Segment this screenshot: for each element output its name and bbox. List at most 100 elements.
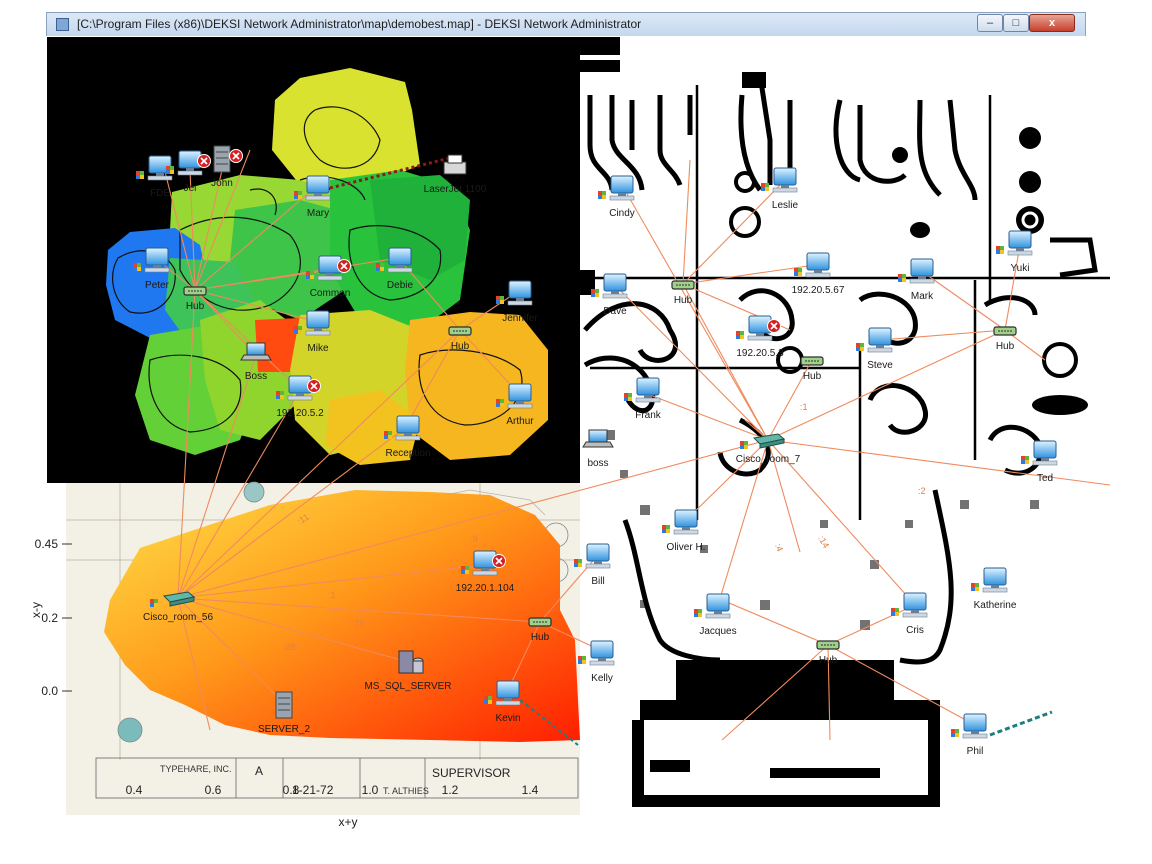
device-node[interactable]: Hub [183, 286, 207, 312]
link-rate: :28 [283, 642, 296, 652]
device-label: Hub [531, 632, 550, 643]
device-node[interactable]: Jacques [694, 593, 737, 637]
window-titlebar[interactable]: [C:\Program Files (x86)\DEKSI Network Ad… [46, 12, 1086, 36]
y-tick-label: 0.45 [35, 537, 59, 551]
computer-icon [376, 247, 413, 273]
minimize-button[interactable]: – [977, 14, 1003, 32]
device-node[interactable]: Debie [376, 247, 413, 291]
device-node[interactable]: Oliver H. [662, 509, 705, 553]
computer-icon [384, 415, 421, 441]
device-node[interactable]: Reception [384, 415, 431, 459]
dotted-link [329, 156, 451, 190]
x-tick-label: 1.2 [442, 783, 459, 797]
sheet-letter: A [255, 764, 263, 778]
device-node[interactable]: Jei [166, 150, 211, 194]
device-node[interactable]: Cisco_room_7 [736, 433, 801, 465]
device-label: Bill [591, 576, 604, 587]
close-button[interactable]: x [1029, 14, 1075, 32]
device-label: Hub [674, 295, 693, 306]
device-node[interactable]: Cisco_room_56 [143, 591, 213, 623]
device-node[interactable]: Steve [856, 327, 893, 371]
map-panel-bottom-left[interactable]: 0.45 0.2 0.0 x-y 0.4 0.6 0.8 1.0 1.2 1.4… [29, 481, 580, 829]
hub-icon [993, 326, 1017, 336]
link-rate: :9 [470, 534, 478, 544]
y-tick-label: 0.2 [41, 611, 58, 625]
device-node[interactable]: Cris [891, 592, 928, 636]
device-node[interactable]: Hub [816, 640, 840, 666]
device-label: Mark [911, 291, 934, 302]
device-node[interactable]: Common [306, 255, 351, 299]
error-icon [492, 554, 506, 568]
device-node[interactable]: Katherine [971, 567, 1017, 611]
device-node[interactable]: Leslie [761, 167, 799, 211]
hub-icon [816, 640, 840, 650]
x-tick-label: 1.0 [362, 783, 379, 797]
device-node[interactable]: FDE [136, 155, 173, 199]
device-node[interactable]: Peter [133, 247, 170, 291]
device-label: Cisco_room_56 [143, 612, 213, 623]
teal-dashed-link [519, 699, 579, 746]
device-node[interactable]: Hub [671, 280, 695, 306]
map-panel-right[interactable] [580, 55, 1110, 815]
device-node[interactable]: Mike [294, 310, 331, 354]
device-label: Kelly [591, 673, 613, 684]
device-node[interactable]: LaserJet 1100 [424, 154, 487, 195]
device-node[interactable]: 192.20.5.3 [736, 315, 784, 359]
device-node[interactable]: Kelly [578, 640, 615, 684]
device-node[interactable]: Hub [528, 617, 552, 643]
device-label: Hub [819, 655, 838, 666]
computer-icon [598, 175, 635, 201]
computer-icon [578, 640, 615, 666]
device-label: Hub [803, 371, 822, 382]
device-node[interactable]: Arthur [496, 383, 534, 427]
device-node[interactable]: Jennifer [496, 280, 538, 324]
device-node[interactable]: 192.20.1.104 [456, 550, 515, 594]
device-label: Cisco_room_7 [736, 454, 801, 465]
device-node[interactable]: Bill [574, 543, 611, 587]
device-node[interactable]: Phil [951, 713, 988, 757]
device-node[interactable]: SERVER_2 [258, 691, 311, 735]
server-icon [275, 691, 293, 719]
device-node[interactable]: Hub [800, 356, 824, 382]
device-label: Leslie [772, 200, 799, 211]
device-node[interactable]: Mary [294, 175, 331, 219]
device-label: MS_SQL_SERVER [364, 681, 451, 692]
device-label: Dave [603, 306, 627, 317]
computer-icon [294, 310, 331, 336]
device-node[interactable]: John [211, 145, 243, 189]
device-node[interactable]: 192.20.5.2 [276, 375, 324, 419]
device-node[interactable]: Hub [993, 326, 1017, 352]
device-node[interactable]: Yuki [996, 230, 1033, 274]
laptop-icon [582, 429, 614, 448]
app-icon[interactable] [56, 18, 69, 31]
server-icon [213, 145, 231, 173]
device-label: LaserJet 1100 [424, 184, 487, 195]
device-label: Kevin [495, 713, 520, 724]
device-node[interactable]: Boss [240, 342, 272, 382]
device-nodes[interactable]: FDE Jei John LaserJet 1100 Mary Peter Hub Commo… [133, 145, 1058, 757]
device-label: Hub [996, 341, 1015, 352]
device-node[interactable]: Dave [591, 273, 628, 317]
computer-icon [761, 167, 798, 193]
device-label: 192.20.5.2 [276, 408, 324, 419]
device-label: boss [587, 458, 608, 469]
device-node[interactable]: Cindy [598, 175, 635, 219]
device-node[interactable]: Mark [898, 258, 935, 302]
device-node[interactable]: boss [582, 429, 614, 469]
device-node[interactable]: Hub [448, 326, 472, 352]
computer-icon [294, 175, 331, 201]
maximize-button[interactable]: □ [1003, 14, 1029, 32]
device-label: Steve [867, 360, 893, 371]
x-tick-label: 0.8 [283, 783, 300, 797]
device-label: Peter [145, 280, 170, 291]
device-node[interactable]: Ted [1021, 440, 1058, 484]
hub-icon [183, 286, 207, 296]
laptop-icon [240, 342, 272, 361]
device-node[interactable]: Kevin [484, 680, 521, 724]
device-node[interactable]: Frank [624, 377, 662, 421]
device-node[interactable]: MS_SQL_SERVER [364, 650, 452, 692]
company-name: TYPEHARE, INC. [160, 764, 232, 774]
device-node[interactable]: 192.20.5.67 [792, 252, 845, 296]
computer-icon [624, 377, 661, 403]
